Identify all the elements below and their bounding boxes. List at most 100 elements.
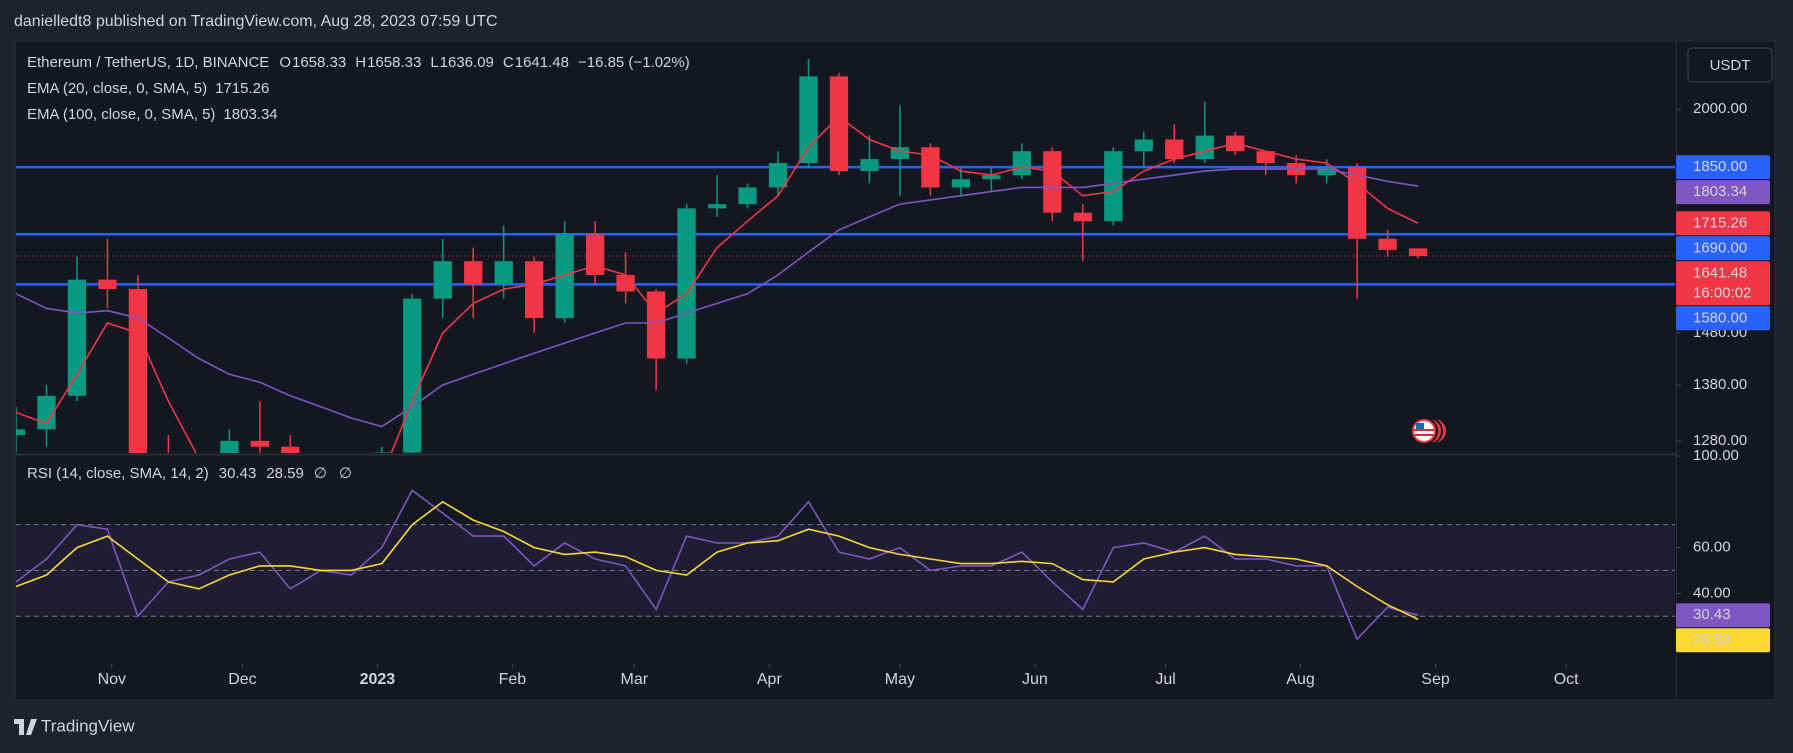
candle-body: [98, 279, 117, 290]
currency-button[interactable]: [1687, 47, 1773, 83]
publish-info: danielledt8 published on TradingView.com…: [14, 13, 498, 30]
candle-body: [646, 291, 666, 359]
price-label: 1580.00: [1693, 309, 1747, 326]
logo-text: TradingView: [41, 716, 135, 735]
price-label: 1641.48: [1693, 264, 1747, 281]
price-label-box: [1676, 155, 1770, 180]
price-label: 1690.00: [1693, 239, 1747, 256]
y-tick-label: 40.00: [1693, 584, 1731, 601]
y-tick-label: 1280.00: [1693, 432, 1747, 449]
legend-text: 1658.33: [367, 54, 421, 71]
event-flag[interactable]: [1410, 417, 1448, 445]
candle-body: [281, 446, 300, 453]
x-tick-label: Feb: [499, 671, 527, 688]
x-tick-label: Mar: [621, 671, 649, 688]
candle-body: [951, 179, 971, 188]
legend-text: 30.43: [219, 465, 257, 482]
candle-body: [1134, 139, 1153, 152]
ema-line: [16, 168, 1419, 428]
x-tick-label: Nov: [98, 671, 126, 688]
rsi-pane: [16, 489, 1675, 641]
x-tick-label: 2023: [360, 671, 396, 688]
candle-body: [1317, 167, 1336, 176]
price-label: 28.59: [1693, 631, 1731, 648]
candle-body: [616, 274, 635, 292]
candle-body: [37, 395, 56, 430]
price-label-box: [1676, 306, 1770, 331]
y-tick-label: 100.00: [1693, 447, 1739, 464]
legend-text: Ethereum / TetherUS, 1D, BINANCE: [27, 54, 269, 71]
price-label: 30.43: [1693, 606, 1731, 623]
candle-body: [890, 147, 910, 160]
x-tick-label: Aug: [1286, 671, 1314, 688]
x-tick-label: Sep: [1421, 671, 1450, 688]
candle-body: [433, 261, 452, 299]
price-label: 1803.34: [1693, 183, 1747, 200]
x-tick-label: May: [885, 671, 915, 688]
candle-body: [768, 163, 788, 188]
currency-label[interactable]: USDT: [1710, 57, 1751, 74]
candle-body: [372, 452, 391, 453]
price-label-box: [1676, 180, 1770, 205]
candle-body: [738, 187, 757, 205]
legend-text: H: [355, 54, 366, 71]
price-label-box: [1676, 211, 1770, 236]
candle-body: [250, 440, 269, 447]
candle-body: [555, 234, 574, 319]
rsi-line: [16, 489, 1419, 641]
x-tick-label: Oct: [1554, 671, 1579, 688]
candle-body: [677, 208, 696, 359]
legend-text: L: [430, 54, 438, 71]
candle-body: [128, 289, 148, 453]
candle-body: [829, 76, 849, 172]
legend-text: 1658.33: [292, 54, 346, 71]
candle-body: [921, 147, 940, 188]
price-label-box: [1676, 628, 1770, 653]
ema-line: [16, 115, 1419, 453]
price-label: 16:00:02: [1693, 284, 1751, 301]
x-tick-label: Jul: [1155, 671, 1175, 688]
price-label: 1850.00: [1693, 158, 1747, 175]
candle-body: [1165, 139, 1184, 160]
legend-text: 1641.48: [515, 54, 569, 71]
legend-text: RSI (14, close, SMA, 14, 2): [27, 465, 209, 482]
candle-body: [1043, 151, 1062, 213]
candle-body: [982, 175, 1001, 180]
legend-text: ∅: [339, 465, 352, 482]
candle-body: [1195, 135, 1214, 160]
candle-body: [1104, 151, 1123, 222]
legend-text: ∅: [314, 465, 327, 482]
legend-text: C: [503, 54, 514, 71]
candle-body: [707, 204, 727, 209]
legend-text: −16.85 (−1.02%): [578, 54, 690, 71]
x-tick-label: Jun: [1022, 671, 1048, 688]
price-label-box: [1676, 261, 1770, 306]
legend-text: 1803.34: [223, 106, 277, 123]
candle-body: [1256, 151, 1275, 164]
chart-layer: 2000.001480.001380.001280.001850.001690.…: [16, 54, 1770, 688]
rsi-line: [16, 500, 1419, 621]
candle-body: [1408, 248, 1428, 256]
candle-body: [67, 279, 87, 396]
candle-body: [860, 159, 879, 172]
price-label: 1715.26: [1693, 214, 1747, 231]
price-label-box: [1676, 603, 1770, 628]
y-tick-label: 2000.00: [1693, 100, 1747, 117]
candle-body: [464, 261, 483, 285]
x-tick-label: Apr: [757, 671, 783, 688]
y-tick-label: 1380.00: [1693, 376, 1747, 393]
candle-body: [403, 298, 422, 453]
legend-text: EMA (100, close, 0, SMA, 5): [27, 106, 215, 123]
candle-body: [1012, 151, 1031, 176]
legend-text: 1715.26: [215, 80, 269, 97]
candle-body: [525, 261, 544, 319]
y-tick-label: 60.00: [1693, 539, 1731, 556]
candle-body: [494, 261, 513, 285]
price-pane: [16, 58, 1675, 453]
x-tick-label: Dec: [228, 671, 256, 688]
legend-text: EMA (20, close, 0, SMA, 5): [27, 80, 207, 97]
candle-body: [1378, 238, 1397, 250]
candle-body: [220, 440, 239, 453]
